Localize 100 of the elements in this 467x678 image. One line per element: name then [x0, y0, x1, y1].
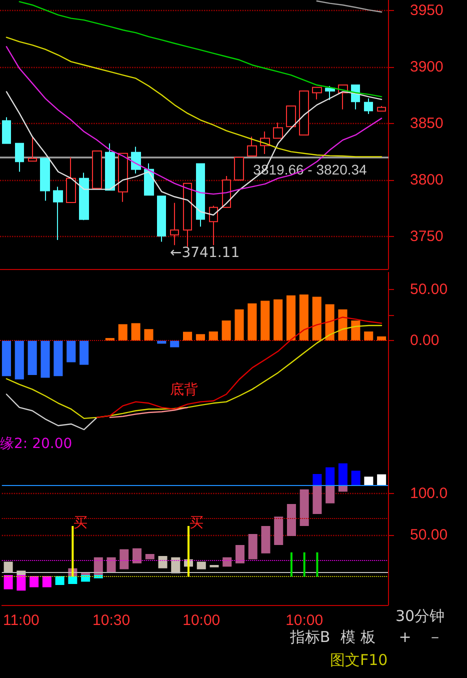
bar	[171, 557, 180, 574]
bar	[316, 552, 318, 577]
y-tick-label: 3950	[410, 2, 444, 19]
bar	[377, 474, 386, 486]
x-tick-label: 11:00	[2, 612, 40, 629]
bar	[4, 574, 13, 590]
bar	[312, 474, 322, 486]
bar	[28, 340, 37, 376]
y-tick-label: 3800	[410, 172, 444, 189]
bar	[299, 294, 308, 341]
y-tick-label: 3850	[410, 115, 444, 132]
bar	[16, 574, 26, 591]
bar	[196, 562, 206, 570]
text: +	[398, 628, 412, 646]
bar	[286, 295, 296, 341]
y-tick-label: 50.00	[410, 526, 448, 544]
text: －	[428, 628, 442, 646]
line-series	[6, 394, 98, 430]
bar	[42, 576, 52, 588]
bar	[364, 331, 374, 341]
candlestick	[364, 98, 373, 115]
bar	[234, 309, 244, 341]
bar	[106, 557, 116, 573]
candlestick	[234, 156, 244, 181]
bar	[261, 526, 270, 554]
line-series	[6, 36, 382, 158]
bar	[30, 576, 39, 588]
candlestick	[247, 136, 257, 157]
bar	[40, 340, 50, 378]
candlestick	[273, 122, 283, 139]
bar	[222, 557, 232, 567]
bar	[338, 486, 348, 492]
bar	[72, 526, 74, 577]
candlestick	[118, 152, 128, 202]
bar	[120, 549, 129, 570]
bar	[132, 548, 142, 564]
bar	[222, 320, 231, 341]
bar	[81, 574, 90, 582]
bar	[248, 534, 258, 560]
bar	[210, 564, 219, 568]
bar	[118, 324, 128, 341]
candlestick	[209, 205, 218, 246]
bar	[303, 552, 306, 577]
candlestick	[2, 116, 11, 144]
text: 模 板	[340, 628, 376, 646]
bar	[286, 504, 296, 536]
bar	[260, 300, 270, 341]
bar	[55, 576, 64, 585]
chart-title: 缘2: 20.00	[0, 436, 72, 452]
candlestick	[105, 142, 115, 191]
bar	[145, 554, 154, 560]
bar	[290, 552, 292, 577]
bar	[188, 526, 190, 577]
candlestick	[196, 163, 205, 228]
y-tick-label: 0.00	[410, 332, 440, 350]
bar	[312, 296, 322, 341]
bar	[68, 576, 78, 584]
x-tick-label: 10:30	[92, 612, 130, 629]
candlestick	[325, 86, 335, 100]
line-series	[6, 91, 382, 216]
y-tick-label: 50.00	[410, 280, 448, 298]
line-series	[18, 1, 382, 98]
bar	[54, 340, 63, 376]
bar	[300, 489, 309, 526]
bar	[157, 340, 166, 344]
bar	[208, 331, 218, 341]
bar	[338, 463, 348, 486]
candlestick	[286, 105, 296, 128]
bar	[196, 334, 205, 341]
text: 图文F10	[330, 651, 388, 669]
bar	[80, 340, 89, 365]
candlestick	[40, 158, 50, 202]
bar	[144, 329, 154, 341]
data-label: 买	[74, 514, 88, 531]
bar	[14, 340, 24, 380]
candlestick	[66, 156, 76, 204]
candlestick	[15, 142, 24, 172]
bar	[274, 299, 283, 341]
bar	[158, 556, 168, 568]
candlestick	[92, 150, 102, 189]
candlestick	[377, 105, 386, 112]
bar	[351, 320, 360, 341]
candlestick	[299, 90, 309, 136]
annotation: ←3741.11	[170, 245, 240, 261]
y-tick-label: 3750	[410, 228, 444, 246]
bar	[364, 476, 374, 486]
line-series	[96, 316, 382, 418]
candlestick	[157, 196, 166, 242]
bar	[66, 340, 76, 362]
candlestick	[28, 136, 37, 162]
text: 指标B	[288, 628, 330, 646]
annotation: 底背	[170, 382, 198, 398]
bar	[170, 340, 180, 348]
bar	[131, 323, 140, 341]
line-series	[6, 324, 382, 420]
bar	[248, 303, 257, 341]
candlestick	[79, 172, 89, 221]
line-series	[109, 406, 188, 418]
candlestick	[131, 146, 141, 174]
text: 30分钟	[395, 607, 445, 625]
